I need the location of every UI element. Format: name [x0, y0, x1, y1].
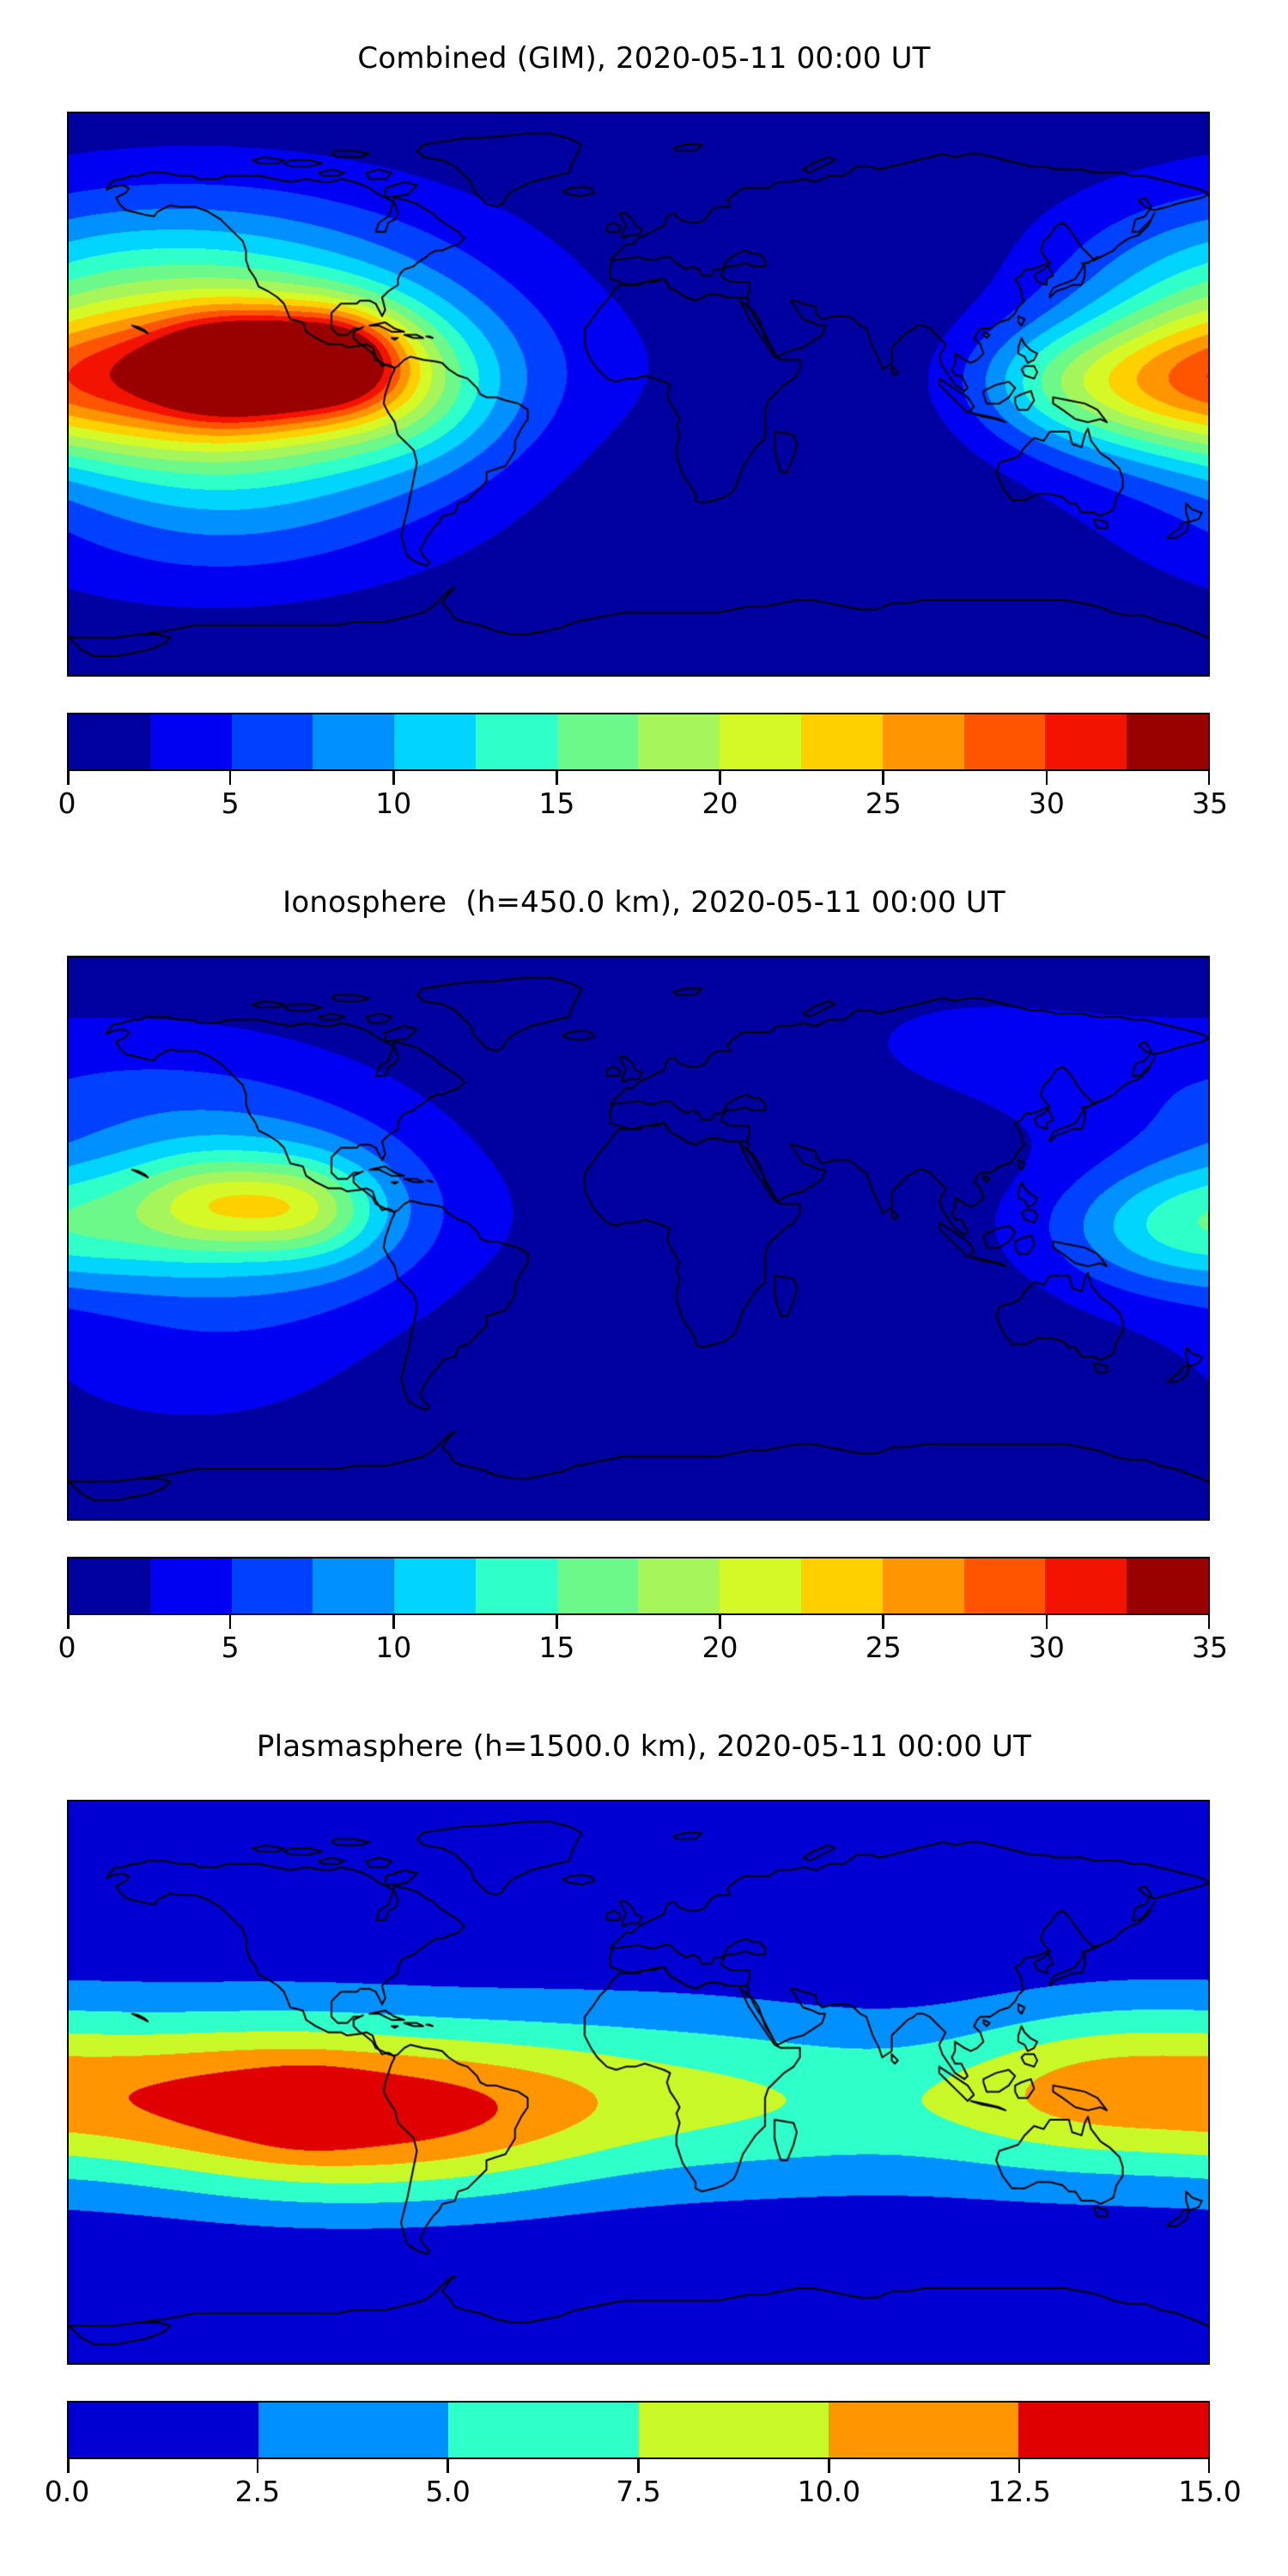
- colorbar-band-3: [638, 2403, 829, 2458]
- colorbar-band-3: [313, 714, 395, 769]
- colorbar-tick-label: 0: [58, 787, 76, 820]
- colorbar-tick: [1018, 2459, 1021, 2473]
- colorbar-band-11: [963, 1558, 1046, 1613]
- colorbar-band-2: [231, 1558, 313, 1613]
- colorbar-tick-label: 15: [538, 787, 575, 820]
- colorbar-band-0: [69, 2403, 259, 2458]
- colorbar-tick-label: 25: [865, 787, 902, 820]
- colorbar-ticks-plasmasphere: [67, 2459, 1210, 2475]
- colorbar-band-10: [882, 1558, 964, 1613]
- colorbar-tick: [67, 771, 70, 785]
- colorbar-band-2: [448, 2403, 639, 2458]
- colorbar-band-8: [720, 714, 802, 769]
- colorbar-tick-label: 30: [1028, 787, 1065, 820]
- colorbar-tick-label: 12.5: [987, 2475, 1051, 2508]
- colorbar-band-1: [258, 2403, 449, 2458]
- colorbar-tick-label: 35: [1192, 787, 1228, 820]
- colorbar-tick-label: 5: [221, 1631, 240, 1664]
- colorbar-tick: [882, 771, 884, 785]
- colorbar-swatches-combined-gim: [67, 713, 1210, 771]
- colorbar-tick-label: 20: [702, 1631, 738, 1664]
- panel-title-plasmasphere: Plasmasphere (h=1500.0 km), 2020-05-11 0…: [256, 1729, 1032, 1764]
- map-axes-ionosphere: [67, 956, 1210, 1521]
- colorbar-tick-label: 0: [58, 1631, 76, 1664]
- colorbar-tick: [556, 771, 558, 785]
- colorbar-band-12: [1045, 714, 1127, 769]
- colorbar-tick: [1045, 771, 1048, 785]
- colorbar-tick-labels-plasmasphere: 0.0 2.5 5.0 7.5 10.0 12.5 15.0: [45, 2475, 1242, 2514]
- colorbar-band-2: [231, 714, 313, 769]
- colorbar-tick-label: 2.5: [234, 2475, 281, 2508]
- colorbar-tick-label: 35: [1192, 1631, 1228, 1664]
- colorbar-band-0: [69, 1558, 150, 1613]
- colorbar-tick-label: 20: [702, 787, 738, 820]
- colorbar-swatches-ionosphere: [67, 1557, 1210, 1615]
- colorbar-swatches-plasmasphere: [67, 2401, 1210, 2459]
- colorbar-tick-label: 15.0: [1178, 2475, 1242, 2508]
- colorbar-tick: [256, 2459, 259, 2473]
- colorbar-tick: [719, 771, 721, 785]
- colorbar-band-9: [801, 1558, 883, 1613]
- colorbar-tick: [719, 1615, 721, 1629]
- colorbar-tick: [1207, 2459, 1210, 2473]
- colorbar-band-7: [638, 714, 720, 769]
- colorbar-band-11: [963, 714, 1046, 769]
- colorbar-band-5: [1018, 2403, 1209, 2458]
- colorbar-band-7: [638, 1558, 720, 1613]
- map-axes-combined-gim: [67, 112, 1210, 677]
- colorbar-tick-labels-combined-gim: 0 5 10 15 20 25 30 35: [58, 787, 1229, 826]
- panel-title-ionosphere: Ionosphere (h=450.0 km), 2020-05-11 00:0…: [283, 885, 1005, 920]
- colorbar-band-6: [556, 1558, 639, 1613]
- map-axes-plasmasphere: [67, 1800, 1210, 2365]
- colorbar-band-4: [394, 714, 476, 769]
- colorbar-tick-label: 10.0: [797, 2475, 861, 2508]
- colorbar-tick: [556, 1615, 558, 1629]
- colorbar-band-5: [475, 714, 557, 769]
- colorbar-tick: [447, 2459, 449, 2473]
- panel-title-combined-gim: Combined (GIM), 2020-05-11 00:00 UT: [357, 41, 931, 76]
- colorbar-band-13: [1127, 714, 1208, 769]
- colorbar-tick-label: 5: [221, 787, 240, 820]
- colorbar-tick-label: 30: [1028, 1631, 1065, 1664]
- colorbar-band-4: [828, 2403, 1018, 2458]
- colorbar-band-5: [475, 1558, 557, 1613]
- colorbar-tick: [392, 771, 395, 785]
- colorbar-band-8: [720, 1558, 802, 1613]
- map-field-combined-gim: [69, 113, 1208, 675]
- colorbar-tick: [67, 1615, 70, 1629]
- colorbar-tick-label: 15: [538, 1631, 575, 1664]
- colorbar-band-1: [149, 1558, 232, 1613]
- colorbar-tick-label: 25: [865, 1631, 902, 1664]
- colorbar-band-0: [69, 714, 150, 769]
- colorbar-band-13: [1127, 1558, 1208, 1613]
- colorbar-band-3: [313, 1558, 395, 1613]
- colorbar-tick-labels-ionosphere: 0 5 10 15 20 25 30 35: [58, 1631, 1229, 1670]
- colorbar-band-12: [1045, 1558, 1127, 1613]
- colorbar-tick-label: 10: [375, 1631, 412, 1664]
- colorbar-tick: [228, 1615, 232, 1629]
- colorbar-band-4: [394, 1558, 476, 1613]
- colorbar-tick: [392, 1615, 395, 1629]
- colorbar-tick: [882, 1615, 884, 1629]
- colorbar-tick: [1207, 771, 1210, 785]
- colorbar-ticks-combined-gim: [67, 771, 1210, 787]
- colorbar-tick: [1045, 1615, 1048, 1629]
- colorbar-ticks-ionosphere: [67, 1615, 1210, 1631]
- colorbar-tick: [1207, 1615, 1210, 1629]
- colorbar-band-10: [882, 714, 964, 769]
- colorbar-band-9: [801, 714, 883, 769]
- colorbar-tick-label: 7.5: [616, 2475, 661, 2508]
- colorbar-band-1: [149, 714, 232, 769]
- map-field-plasmasphere: [69, 1801, 1208, 2363]
- colorbar-tick: [228, 771, 232, 785]
- colorbar-tick-label: 10: [375, 787, 412, 820]
- colorbar-band-6: [556, 714, 639, 769]
- colorbar-tick-label: 5.0: [425, 2475, 471, 2508]
- map-field-ionosphere: [69, 957, 1208, 1519]
- colorbar-tick: [67, 2459, 70, 2473]
- colorbar-tick: [637, 2459, 640, 2473]
- colorbar-tick-label: 0.0: [44, 2475, 90, 2508]
- colorbar-tick: [828, 2459, 830, 2473]
